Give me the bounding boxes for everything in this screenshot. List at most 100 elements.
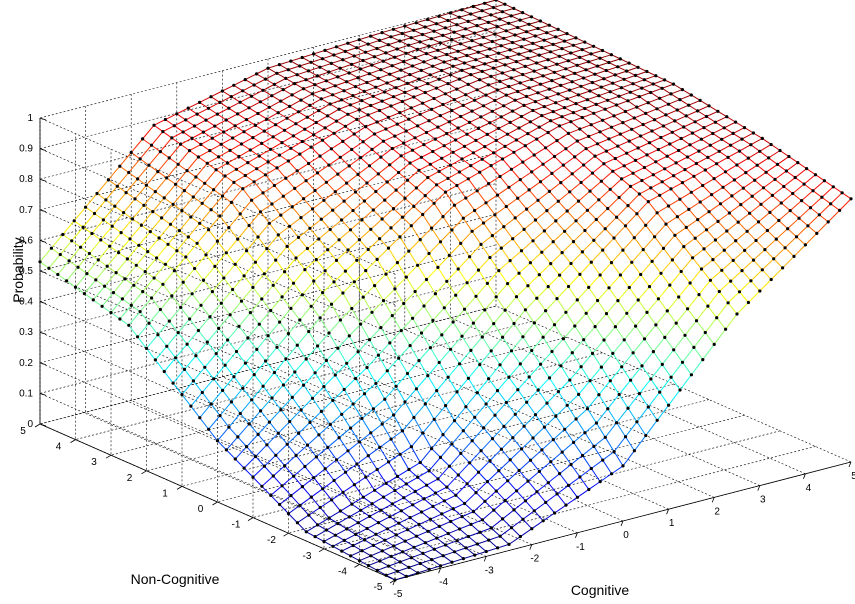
surface-mesh-line (640, 130, 653, 137)
surface-point (388, 341, 392, 345)
surface-point (758, 289, 762, 293)
surface-mesh-line (559, 55, 569, 62)
surface-mesh-line (394, 56, 404, 63)
surface-mesh-line (609, 178, 622, 190)
surface-mesh-line (182, 125, 195, 133)
surface-point (506, 282, 510, 286)
surface-mesh-line (590, 468, 601, 482)
surface-mesh-line (461, 69, 471, 76)
surface-mesh-line (379, 555, 392, 562)
surface-point (493, 413, 497, 417)
surface-point (612, 236, 616, 240)
surface-point (402, 141, 406, 145)
surface-mesh-line (403, 142, 413, 151)
surface-mesh-line (659, 97, 669, 105)
surface-mesh-line (750, 280, 761, 292)
surface-mesh-line (441, 321, 454, 336)
surface-mesh-line (261, 284, 274, 300)
surface-mesh-line (247, 155, 260, 164)
surface-point (394, 533, 398, 537)
surface-point (304, 357, 308, 361)
surface-point (331, 93, 335, 97)
surface-mesh-line (370, 423, 383, 434)
surface-mesh-line (354, 476, 367, 486)
surface-mesh-line (741, 259, 754, 271)
surface-mesh-line (508, 82, 521, 87)
surface-mesh-line (502, 518, 512, 529)
surface-point (186, 106, 190, 110)
surface-point (114, 271, 118, 275)
surface-mesh-line (460, 40, 473, 45)
surface-mesh-line (108, 179, 118, 187)
surface-mesh-line (500, 247, 511, 261)
surface-point (580, 250, 585, 254)
surface-point (309, 60, 313, 64)
surface-mesh-line (199, 403, 212, 419)
surface-mesh-line (130, 291, 144, 306)
surface-mesh-line (362, 285, 375, 298)
surface-mesh-line (513, 145, 526, 153)
surface-point (328, 422, 332, 427)
surface-point (522, 227, 526, 231)
surface-mesh-line (416, 535, 426, 544)
surface-point (448, 163, 453, 167)
surface-mesh-line (182, 281, 193, 295)
surface-mesh-line (474, 32, 484, 38)
surface-mesh-line (580, 82, 593, 87)
surface-mesh-line (248, 107, 259, 114)
surface-mesh-line (149, 231, 160, 239)
surface-mesh-line (682, 347, 695, 363)
surface-point (500, 157, 505, 161)
surface-point (377, 108, 382, 113)
surface-mesh-line (243, 124, 256, 133)
surface-mesh-line (602, 451, 615, 461)
surface-point (805, 167, 809, 171)
surface-point (427, 567, 431, 571)
surface-mesh-line (437, 478, 448, 488)
surface-point (455, 390, 459, 394)
surface-point (341, 58, 345, 62)
surface-point (58, 252, 62, 257)
surface-mesh-line (447, 20, 457, 26)
surface-point (791, 191, 795, 196)
surface-mesh-line (194, 268, 204, 281)
surface-point (542, 425, 547, 429)
surface-mesh-line (452, 308, 465, 323)
surface-mesh-line (419, 227, 432, 240)
surface-mesh-line (405, 264, 419, 278)
surface-mesh-line (323, 374, 336, 387)
surface-point (319, 217, 323, 221)
surface-point (366, 247, 370, 252)
surface-mesh-line (459, 165, 472, 173)
surface-point (370, 147, 374, 151)
surface-point (414, 86, 418, 90)
surface-point (516, 89, 520, 94)
surface-mesh-line (483, 214, 496, 224)
surface-mesh-line (337, 523, 348, 530)
surface-mesh-line (460, 110, 473, 117)
surface-mesh-line (296, 70, 309, 76)
surface-point (671, 82, 676, 86)
surface-point (109, 311, 113, 315)
surface-point (280, 141, 284, 145)
surface-point (284, 76, 288, 80)
surface-mesh-line (561, 441, 574, 453)
surface-mesh-line (445, 391, 458, 406)
surface-mesh-line (290, 147, 301, 155)
surface-point (226, 338, 230, 342)
surface-mesh-line (367, 238, 380, 250)
surface-mesh-line (630, 87, 642, 93)
surface-point (721, 185, 725, 189)
surface-mesh-line (537, 377, 550, 391)
y-gridline (146, 164, 603, 472)
surface-mesh-line (294, 83, 304, 90)
surface-point (233, 124, 237, 128)
surface-point (663, 167, 667, 171)
surface-mesh-line (379, 39, 389, 46)
surface-point (682, 125, 686, 129)
surface-mesh-line (353, 484, 364, 498)
surface-point (423, 194, 427, 198)
surface-mesh-line (677, 208, 690, 218)
surface-point (597, 94, 601, 98)
surface-point (808, 206, 813, 210)
